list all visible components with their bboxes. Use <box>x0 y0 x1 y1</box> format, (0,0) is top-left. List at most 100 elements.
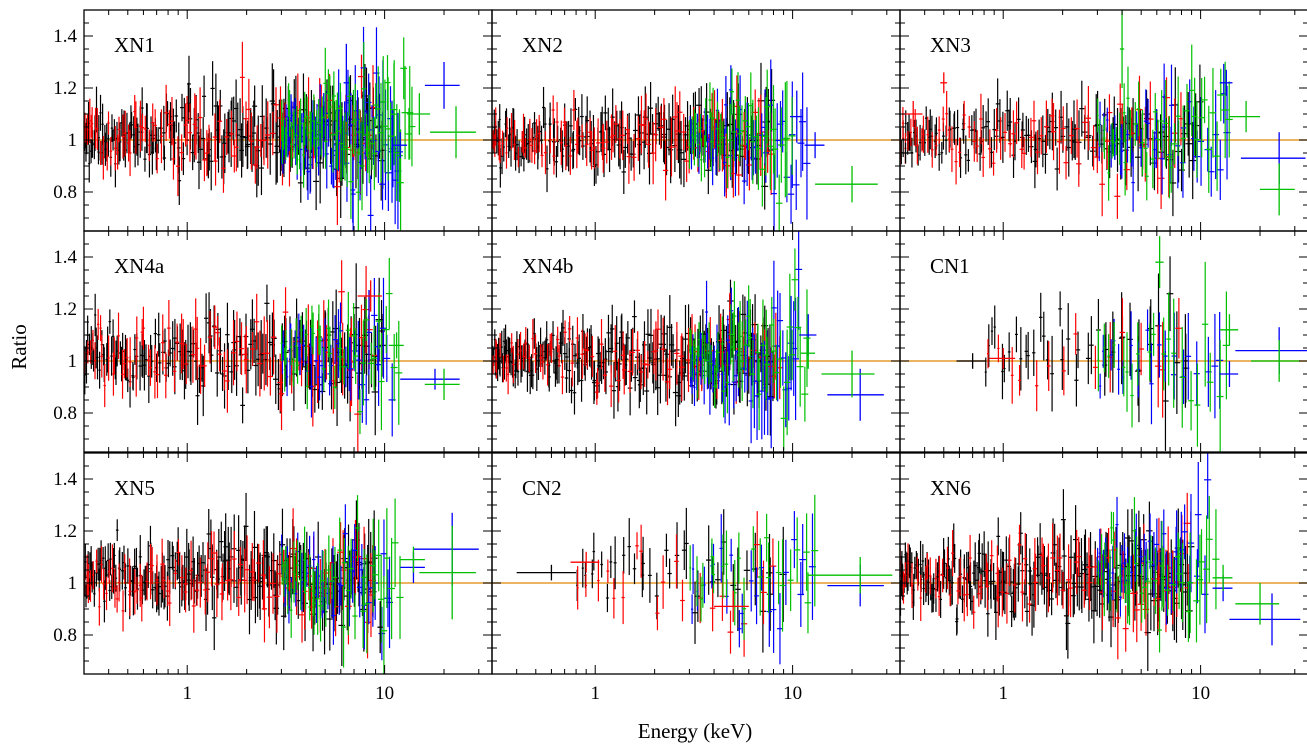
data-point-black <box>240 387 245 424</box>
data-point-red <box>167 110 172 139</box>
data-point-black <box>240 106 246 167</box>
data-point-red <box>270 553 276 614</box>
data-point-red <box>570 339 575 387</box>
data-point-black <box>187 55 191 113</box>
data-point-red <box>244 535 250 605</box>
data-point-black <box>1004 536 1009 584</box>
data-point-green <box>375 293 382 350</box>
data-point-green <box>803 513 810 591</box>
data-point-green <box>385 257 393 330</box>
x-axis-title: Energy (keV) <box>638 719 753 743</box>
data-point-green <box>352 328 359 385</box>
data-point-black <box>271 533 277 588</box>
data-point-black <box>1070 574 1076 618</box>
data-point-red <box>998 117 1003 160</box>
data-point-red <box>616 358 621 403</box>
data-point-black <box>1054 147 1060 191</box>
data-point-red <box>599 319 604 370</box>
data-point-blue <box>302 324 306 366</box>
data-point-green <box>1157 607 1162 653</box>
data-point-green <box>375 519 382 592</box>
data-point-red <box>229 110 234 158</box>
data-point-green <box>1096 98 1099 133</box>
data-point-black <box>1090 135 1096 167</box>
data-point-red <box>709 585 716 632</box>
data-point-black <box>203 293 209 344</box>
data-point-green <box>692 340 695 381</box>
data-point-red <box>117 312 120 360</box>
data-point-green <box>321 347 326 391</box>
data-point-red <box>920 128 924 152</box>
data-point-red <box>202 138 207 182</box>
data-point-red <box>994 108 999 153</box>
data-point-blue <box>789 90 804 143</box>
data-point-red <box>243 101 249 136</box>
data-point-red <box>113 337 116 375</box>
data-point-red <box>524 137 527 158</box>
data-point-green <box>388 332 404 359</box>
data-point-red <box>539 343 543 372</box>
data-point-green <box>1127 557 1132 626</box>
data-point-green <box>1140 109 1145 176</box>
data-point-black <box>743 550 751 591</box>
data-point-black <box>956 353 987 369</box>
data-point-green <box>743 319 748 371</box>
data-point-black <box>211 305 217 347</box>
data-point-green <box>712 555 716 594</box>
data-point-green <box>1123 566 1127 603</box>
data-point-red <box>580 329 585 379</box>
data-point-green <box>703 134 706 178</box>
data-point-blue <box>1107 562 1110 604</box>
data-point-red <box>217 337 222 372</box>
data-point-blue <box>1185 313 1192 400</box>
data-point-red <box>639 524 643 578</box>
data-point-red <box>1000 567 1005 617</box>
data-point-black <box>162 105 166 160</box>
data-point-blue <box>1146 98 1151 148</box>
data-point-blue <box>1149 343 1154 425</box>
data-point-green <box>359 121 365 211</box>
data-point-black <box>554 145 559 178</box>
data-point-red <box>1011 110 1016 158</box>
panel-xn1: 0.8 1 1.2 1.4 XN1 <box>53 9 493 232</box>
data-point-blue <box>298 342 302 375</box>
data-point-black <box>1001 343 1004 400</box>
data-point-green <box>701 562 705 608</box>
data-point-red <box>680 113 687 151</box>
data-point-green <box>375 66 382 152</box>
data-point-green <box>1198 78 1205 158</box>
data-point-green <box>281 547 284 585</box>
data-point-red <box>505 354 508 382</box>
data-point-green <box>1134 536 1139 591</box>
data-point-red <box>189 540 194 601</box>
data-point-green <box>720 316 725 372</box>
data-point-red <box>105 576 108 611</box>
data-point-red <box>627 350 633 393</box>
data-point-black <box>1127 302 1133 377</box>
data-point-green <box>305 363 309 410</box>
data-point-red <box>212 305 217 350</box>
data-point-red <box>354 531 362 582</box>
data-point-blue <box>1129 311 1133 380</box>
data-point-green <box>699 576 703 622</box>
data-point-green <box>1166 292 1172 386</box>
data-point-red <box>522 113 525 156</box>
data-point-red <box>222 351 227 391</box>
data-point-black <box>1088 316 1094 375</box>
data-point-green <box>696 122 700 168</box>
data-point-red <box>679 333 685 402</box>
data-point-black <box>99 94 102 131</box>
data-point-black <box>519 146 523 167</box>
data-point-red <box>1003 112 1007 152</box>
data-point-black <box>130 111 134 138</box>
data-point-green <box>387 102 394 171</box>
data-point-green <box>1132 497 1137 565</box>
data-point-green <box>294 318 298 374</box>
data-point-red <box>89 340 92 364</box>
data-point-black <box>1147 299 1154 358</box>
data-point-red <box>597 559 600 602</box>
data-point-green <box>1147 323 1152 381</box>
data-point-blue <box>424 62 460 109</box>
data-point-red <box>714 590 749 622</box>
data-point-red <box>176 136 180 197</box>
